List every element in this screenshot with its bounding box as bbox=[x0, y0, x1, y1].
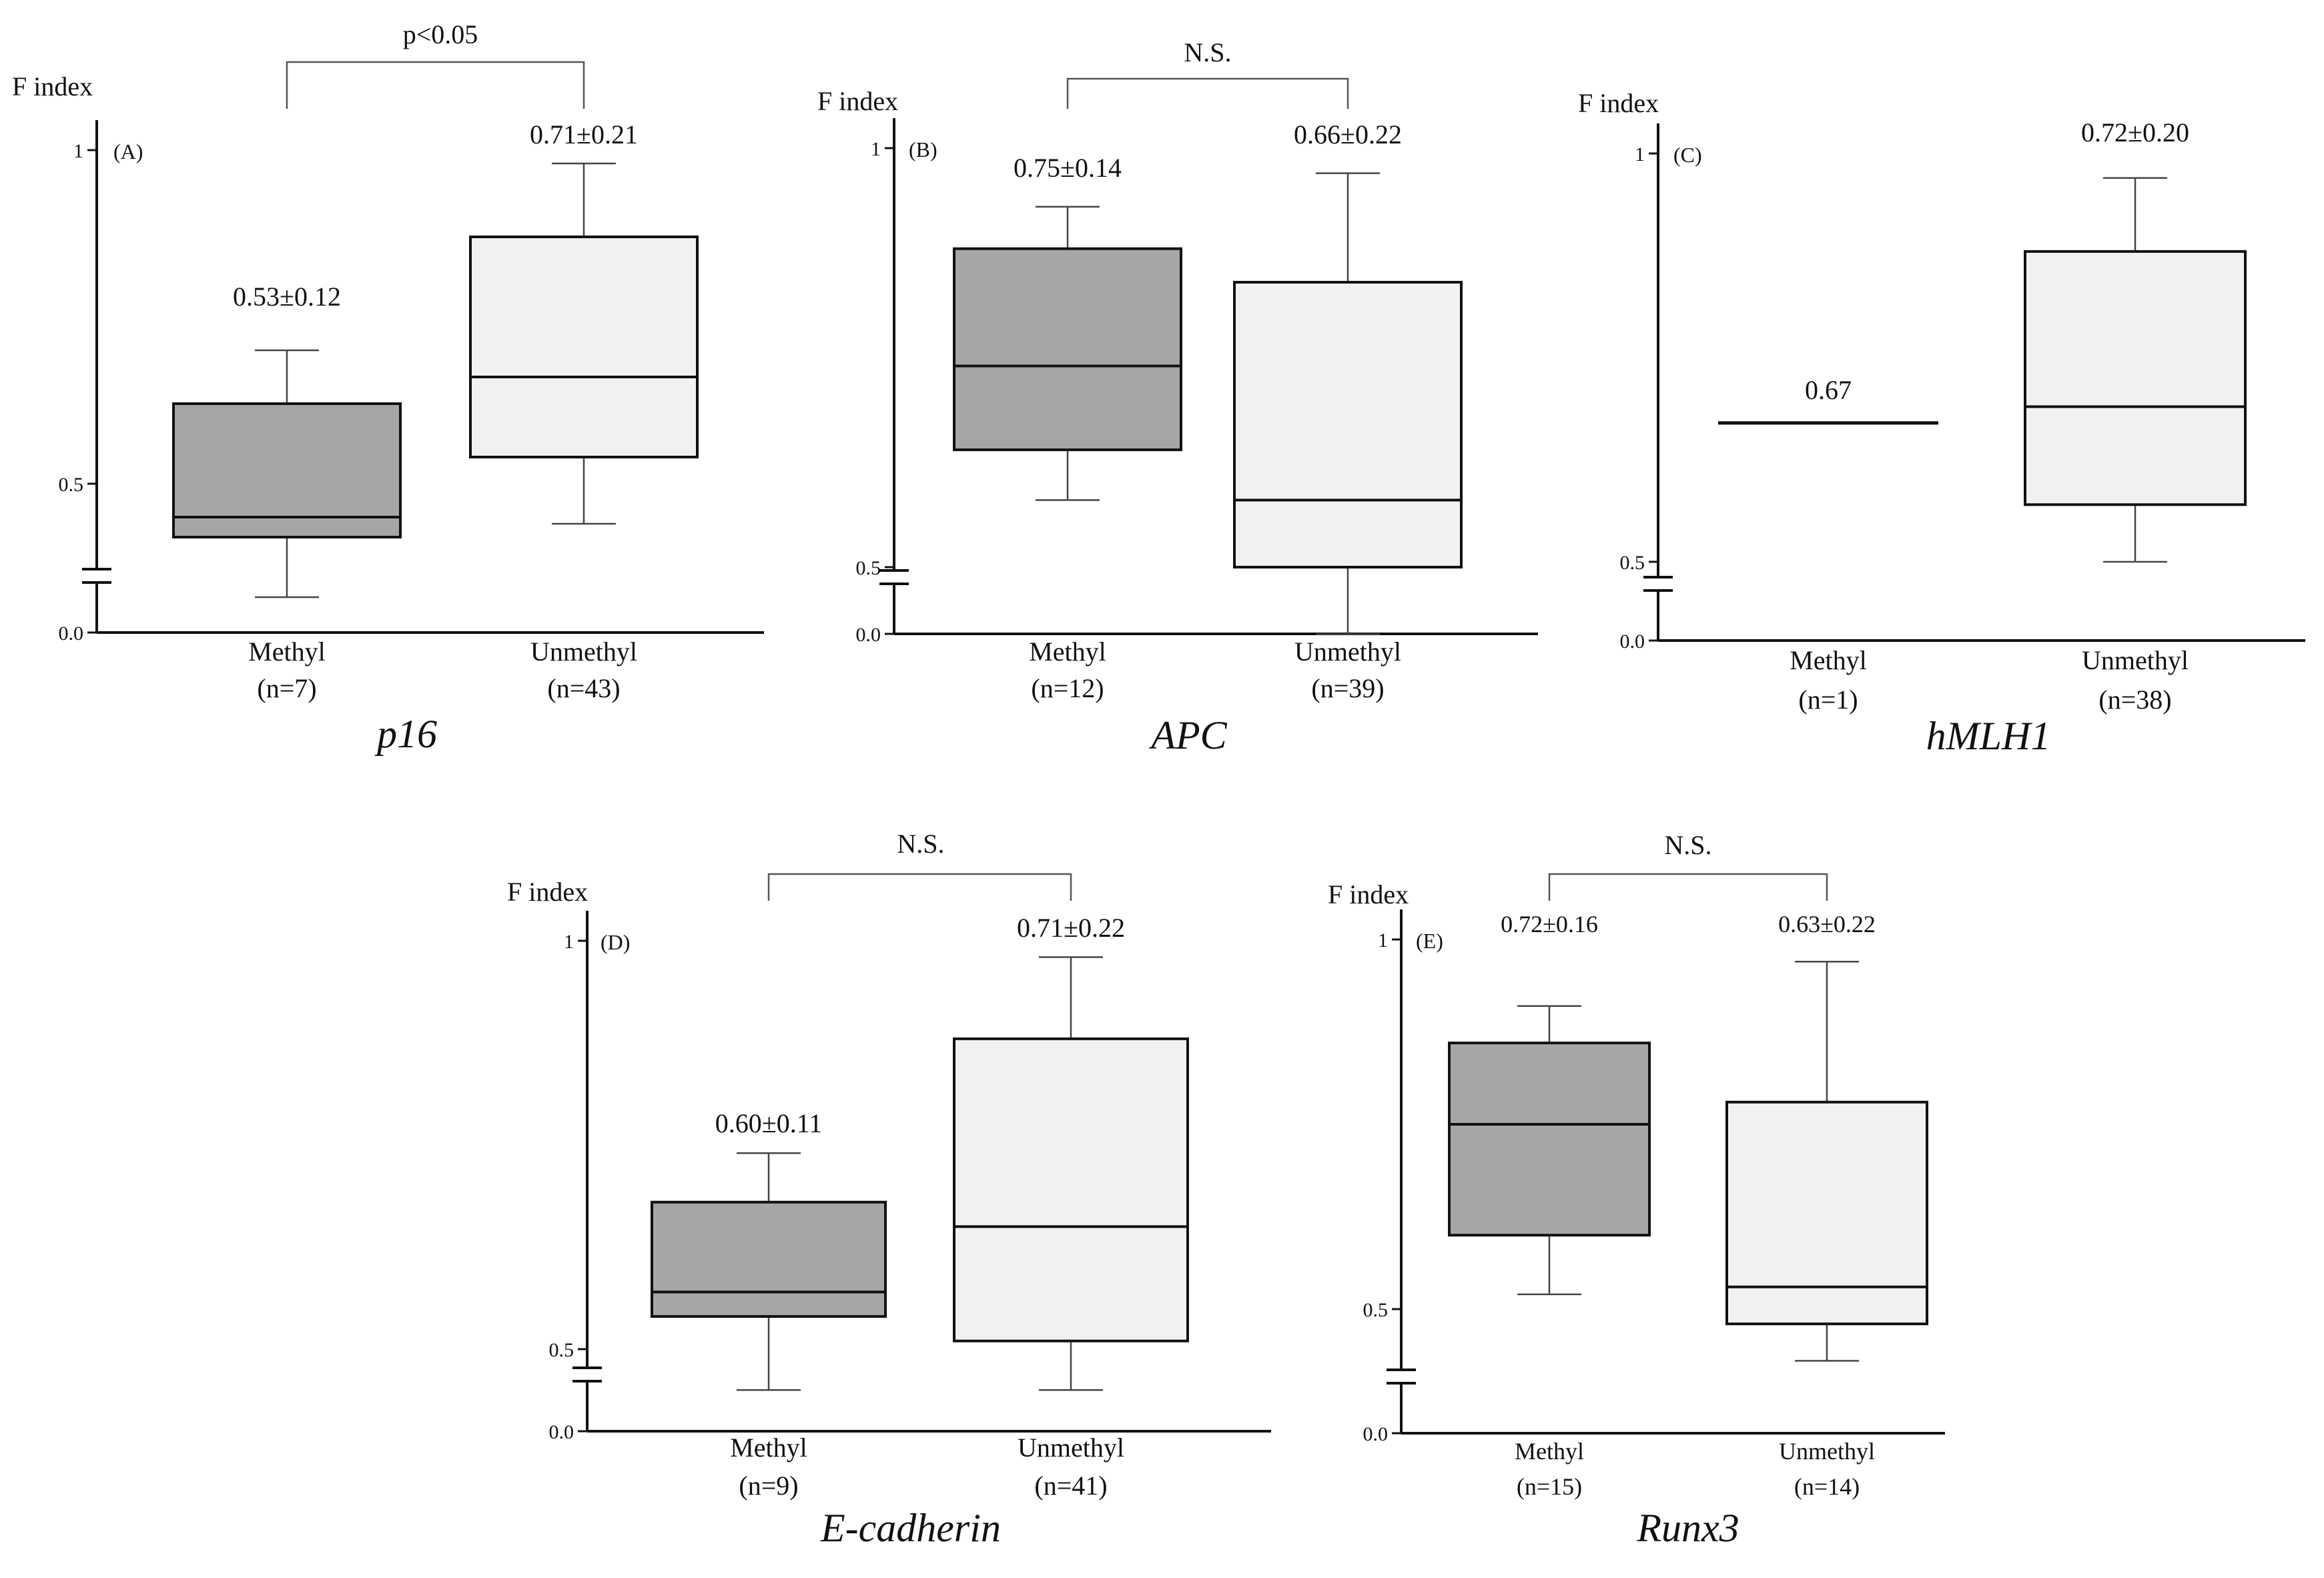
box bbox=[651, 1200, 887, 1318]
x-tick-label: Unmethyl bbox=[1779, 1438, 1875, 1465]
mean-sd-label: 0.75±0.14 bbox=[1014, 153, 1122, 183]
significance-bracket bbox=[286, 61, 585, 109]
panel-b: F index (B) 1 0.5 0.0 N.S. 0.75±0.14 Methyl (n=1… bbox=[817, 37, 1538, 757]
gene-title: Runx3 bbox=[1636, 1506, 1739, 1550]
methyl-group: 0.75±0.14 Methyl (n=12) bbox=[953, 153, 1182, 703]
y-tick-label: 0.5 bbox=[1620, 552, 1645, 574]
panel-label: (D) bbox=[601, 930, 630, 954]
sample-size-label: (n=43) bbox=[547, 673, 620, 703]
y-tick-label: 1 bbox=[1635, 143, 1645, 165]
significance-bracket bbox=[1548, 873, 1828, 901]
gene-title: E-cadherin bbox=[820, 1506, 1001, 1550]
panel-d: F index (D) 1 0.5 0.0 N.S. 0.60±0.11 Methyl (n=9… bbox=[507, 829, 1271, 1550]
x-tick-label: Methyl bbox=[248, 637, 326, 667]
y-tick-label: 1 bbox=[73, 140, 83, 162]
y-tick-label: 0.0 bbox=[59, 623, 84, 645]
mean-sd-label: 0.71±0.22 bbox=[1017, 913, 1125, 943]
box bbox=[953, 1037, 1189, 1342]
methyl-group: 0.67 Methyl (n=1) bbox=[1718, 375, 1938, 715]
unmethyl-group: 0.71±0.22 Unmethyl (n=41) bbox=[953, 913, 1189, 1501]
sample-size-label: (n=7) bbox=[257, 673, 316, 703]
box bbox=[1233, 280, 1463, 568]
methyl-group: 0.53±0.12 Methyl (n=7) bbox=[172, 282, 402, 703]
methyl-group: 0.60±0.11 Methyl (n=9) bbox=[651, 1108, 887, 1501]
unmethyl-group: 0.72±0.20 Unmethyl (n=38) bbox=[2024, 117, 2247, 715]
box bbox=[1725, 1100, 1928, 1326]
box bbox=[1448, 1042, 1651, 1237]
y-axis-label: F index bbox=[1578, 88, 1659, 118]
x-tick-label: Methyl bbox=[1790, 645, 1867, 675]
gene-title: APC bbox=[1148, 713, 1227, 757]
unmethyl-group: 0.63±0.22 Unmethyl (n=14) bbox=[1725, 911, 1928, 1500]
y-axis-label: F index bbox=[12, 71, 93, 101]
significance-bracket bbox=[767, 873, 1072, 901]
sample-size-label: (n=14) bbox=[1794, 1473, 1860, 1500]
y-tick-label: 0.5 bbox=[1363, 1299, 1389, 1321]
y-tick-label: 0.0 bbox=[1620, 631, 1645, 653]
sample-size-label: (n=39) bbox=[1311, 673, 1384, 703]
panel-label: (B) bbox=[909, 137, 937, 161]
panel-label: (C) bbox=[1673, 143, 1702, 167]
significance-label: N.S. bbox=[1184, 37, 1231, 67]
mean-sd-label: 0.66±0.22 bbox=[1294, 119, 1402, 149]
significance-label: N.S. bbox=[1664, 830, 1711, 860]
mean-sd-label: 0.71±0.21 bbox=[530, 119, 638, 149]
gene-title: hMLH1 bbox=[1926, 714, 2051, 758]
x-tick-label: Unmethyl bbox=[2082, 645, 2189, 675]
significance-bracket bbox=[1066, 77, 1349, 109]
y-tick-label: 0.0 bbox=[1363, 1423, 1389, 1445]
mean-sd-label: 0.63±0.22 bbox=[1778, 911, 1876, 937]
y-tick-label: 0.5 bbox=[549, 1339, 574, 1361]
mean-sd-label: 0.72±0.20 bbox=[2081, 117, 2189, 147]
y-tick-label: 1 bbox=[871, 138, 881, 160]
x-tick-label: Methyl bbox=[730, 1433, 807, 1463]
y-tick-label: 0.0 bbox=[549, 1421, 574, 1443]
x-tick-label: Unmethyl bbox=[530, 637, 637, 667]
y-axis-label: F index bbox=[817, 86, 898, 116]
significance-label: p<0.05 bbox=[403, 19, 478, 49]
mean-sd-label: 0.72±0.16 bbox=[1501, 911, 1598, 937]
x-tick-label: Methyl bbox=[1515, 1438, 1584, 1465]
significance-label: N.S. bbox=[897, 829, 944, 859]
unmethyl-group: 0.71±0.21 Unmethyl (n=43) bbox=[469, 119, 699, 703]
sample-size-label: (n=15) bbox=[1517, 1473, 1582, 1500]
panel-e: F index (E) 1 0.5 0.0 N.S. 0.72±0.16 Methyl (n=1… bbox=[1328, 830, 1945, 1550]
panel-label: (A) bbox=[113, 139, 143, 163]
panel-label: (E) bbox=[1416, 929, 1443, 953]
panel-a: F index (A) 1 0.5 0.0 p<0.05 0.53±0.12 Methyl (n… bbox=[12, 19, 764, 756]
y-axis-label: F index bbox=[1328, 879, 1409, 909]
x-tick-label: Unmethyl bbox=[1018, 1433, 1124, 1463]
unmethyl-group: 0.66±0.22 Unmethyl (n=39) bbox=[1233, 119, 1463, 703]
gene-title: p16 bbox=[374, 712, 437, 756]
mean-sd-label: 0.67 bbox=[1805, 375, 1852, 405]
y-axis-label: F index bbox=[507, 877, 588, 907]
mean-sd-label: 0.53±0.12 bbox=[233, 282, 341, 312]
y-tick-label: 1 bbox=[1378, 929, 1388, 951]
panel-c: F index (C) 1 0.5 0.0 0.67 Methyl (n=1) 0.72±0.2… bbox=[1578, 88, 2305, 758]
box bbox=[953, 247, 1182, 452]
y-tick-label: 0.0 bbox=[856, 624, 881, 646]
y-tick-label: 1 bbox=[564, 931, 574, 953]
sample-size-label: (n=12) bbox=[1031, 673, 1104, 703]
x-tick-label: Unmethyl bbox=[1294, 637, 1401, 667]
y-tick-label: 0.5 bbox=[59, 474, 84, 496]
sample-size-label: (n=1) bbox=[1798, 685, 1858, 715]
box bbox=[172, 402, 402, 538]
mean-sd-label: 0.60±0.11 bbox=[715, 1108, 822, 1138]
box bbox=[469, 236, 699, 458]
methyl-group: 0.72±0.16 Methyl (n=15) bbox=[1448, 911, 1651, 1500]
sample-size-label: (n=9) bbox=[739, 1471, 798, 1501]
sample-size-label: (n=38) bbox=[2098, 685, 2171, 715]
box bbox=[2024, 250, 2247, 506]
x-tick-label: Methyl bbox=[1029, 637, 1106, 667]
y-tick-label: 0.5 bbox=[856, 557, 881, 579]
sample-size-label: (n=41) bbox=[1034, 1471, 1107, 1501]
